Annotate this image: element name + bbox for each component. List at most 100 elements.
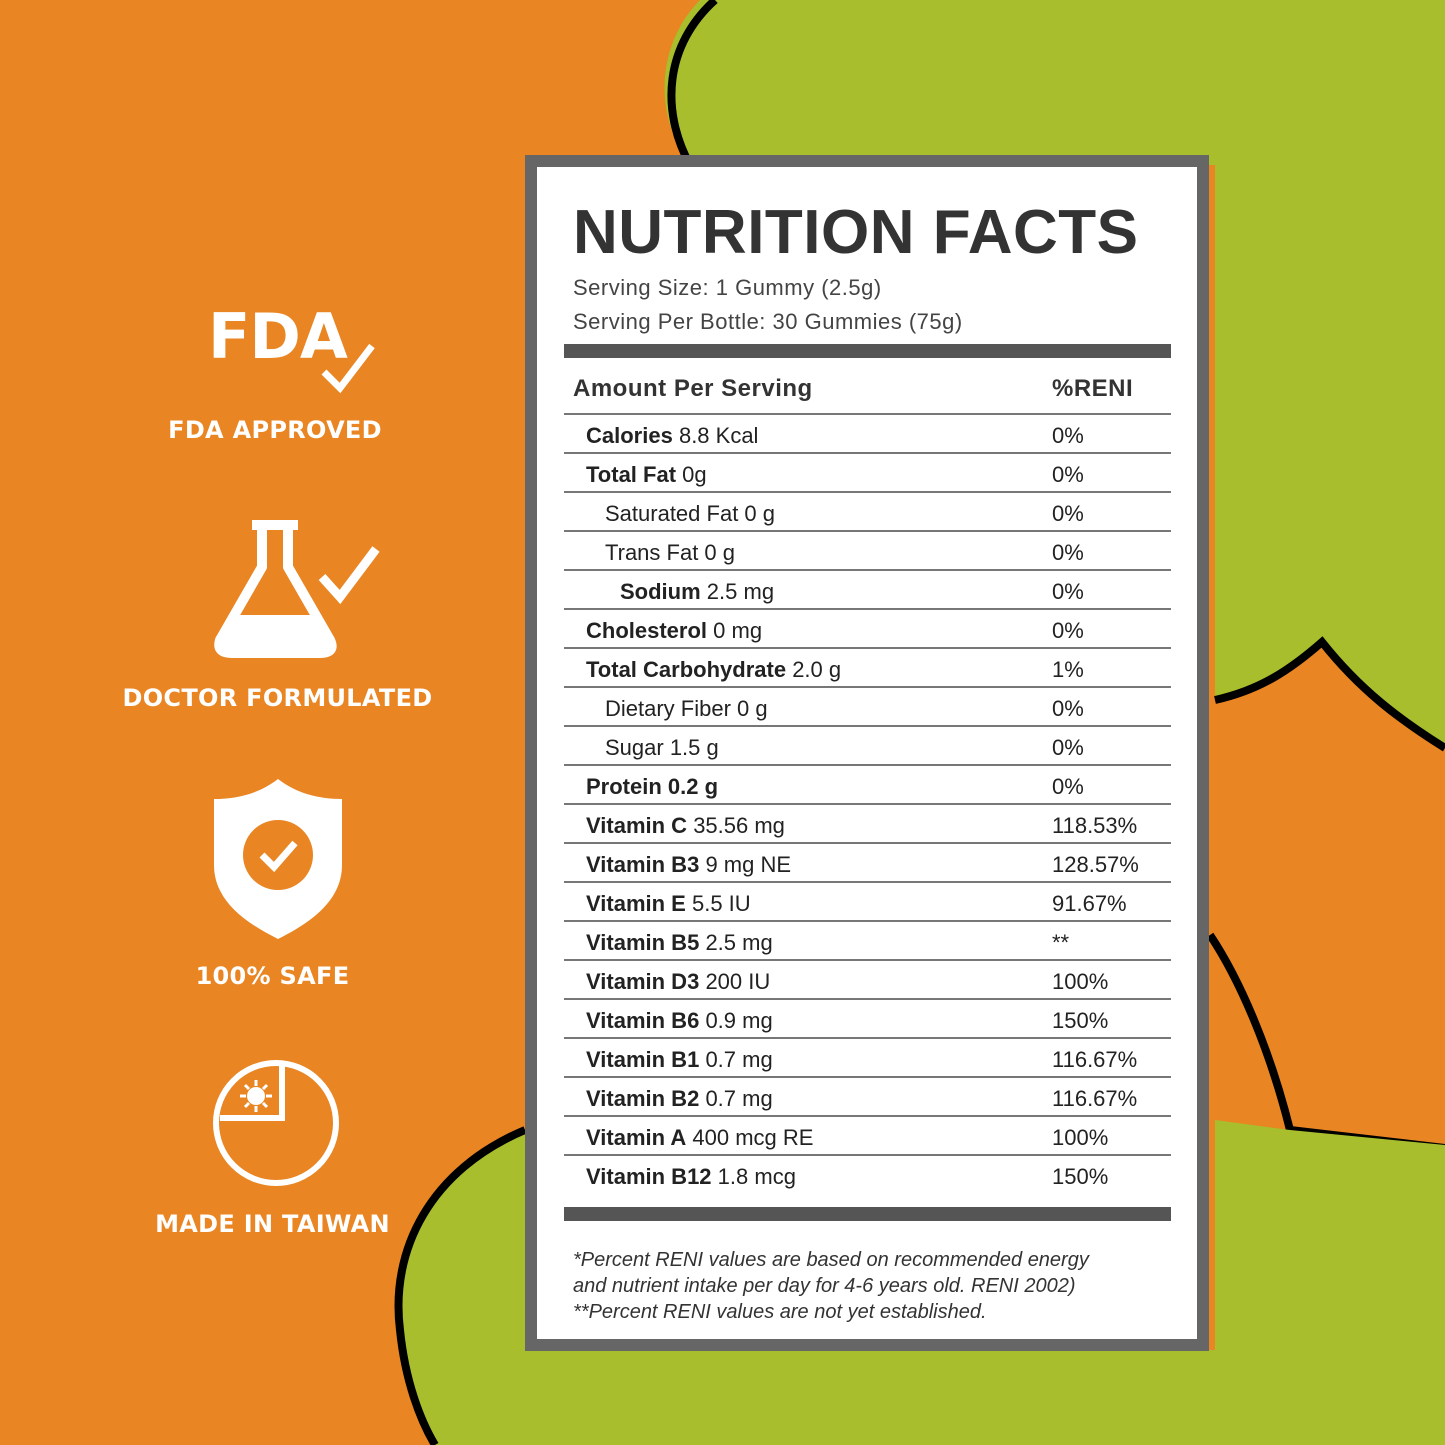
nutrition-row: Total Fat 0g 0% bbox=[564, 452, 1171, 491]
nutrient-percent: 91.67% bbox=[1052, 891, 1127, 916]
nutrient-percent: 1% bbox=[1052, 657, 1084, 682]
nutrient-name: Calories 8.8 Kcal bbox=[586, 423, 758, 449]
nutrient-percent: ** bbox=[1052, 930, 1070, 955]
nutrient-percent: 116.67% bbox=[1052, 1086, 1138, 1111]
nutrient-name: Vitamin E 5.5 IU bbox=[586, 891, 751, 917]
green-blob-top-outline bbox=[667, 0, 718, 167]
nutrition-row: Protein 0.2 g 0% bbox=[564, 764, 1171, 803]
nutrient-label: Vitamin B12 bbox=[586, 1164, 712, 1189]
badge-label-fda: FDA APPROVED bbox=[168, 416, 382, 444]
nutrient-amount: 2.5 mg bbox=[705, 930, 773, 955]
nutrient-amount: 9 mg NE bbox=[705, 852, 792, 877]
nutrition-row: Vitamin B5 2.5 mg ** bbox=[564, 920, 1171, 959]
taiwan-map-icon bbox=[213, 1060, 339, 1186]
nutrient-name: Saturated Fat 0 g bbox=[605, 501, 775, 527]
orange-right-blob-outline bbox=[1206, 636, 1445, 1152]
nutrition-row: Vitamin C 35.56 mg 118.53% bbox=[564, 803, 1171, 842]
nutrient-amount: 400 mcg RE bbox=[692, 1125, 814, 1150]
nutrient-percent: 0% bbox=[1052, 423, 1084, 448]
nutrient-name: Sodium 2.5 mg bbox=[620, 579, 774, 605]
nutrient-label: Vitamin B1 bbox=[586, 1047, 700, 1072]
badge-label-safe: 100% SAFE bbox=[195, 962, 350, 990]
shield-check-icon bbox=[214, 779, 342, 939]
nutrition-facts-inner: NUTRITION FACTS Serving Size: 1 Gummy (2… bbox=[537, 167, 1197, 1339]
nutrient-name: Vitamin B12 1.8 mcg bbox=[586, 1164, 796, 1190]
nutrient-amount: 200 IU bbox=[705, 969, 771, 994]
nutrient-percent: 0% bbox=[1052, 618, 1084, 643]
serving-size: Serving Size: 1 Gummy (2.5g) bbox=[573, 275, 882, 300]
nutrient-amount: 0.7 mg bbox=[705, 1086, 773, 1111]
nutrient-label: Vitamin B5 bbox=[586, 930, 700, 955]
nutrient-label: Vitamin B6 bbox=[586, 1008, 700, 1033]
nutrient-amount: 5.5 IU bbox=[691, 891, 751, 916]
top-divider-bar bbox=[564, 344, 1171, 358]
nutrient-percent: 0% bbox=[1052, 735, 1084, 760]
nutrient-percent: 0% bbox=[1052, 579, 1084, 604]
nutrient-percent: 0% bbox=[1052, 774, 1084, 799]
nutrient-name: Vitamin B6 0.9 mg bbox=[586, 1008, 773, 1034]
nutrient-label: Vitamin D3 bbox=[586, 969, 700, 994]
nutrient-label: Trans Fat 0 g bbox=[605, 540, 736, 565]
nutrient-label: Vitamin C bbox=[586, 813, 688, 838]
nutrition-row: Vitamin B12 1.8 mcg 150% bbox=[564, 1154, 1171, 1193]
nutrient-amount: 0g bbox=[682, 462, 707, 487]
nutrition-row: Saturated Fat 0 g 0% bbox=[564, 491, 1171, 530]
nutrition-row: Vitamin B1 0.7 mg 116.67% bbox=[564, 1037, 1171, 1076]
nutrition-row: Vitamin B6 0.9 mg 150% bbox=[564, 998, 1171, 1037]
nutrient-amount: 0 mg bbox=[713, 618, 763, 643]
nutrient-name: Protein 0.2 g bbox=[586, 774, 718, 800]
serving-per-bottle: Serving Per Bottle: 30 Gummies (75g) bbox=[573, 309, 963, 334]
nutrition-row: Vitamin A 400 mcg RE 100% bbox=[564, 1115, 1171, 1154]
nutrient-amount: 0.9 mg bbox=[705, 1008, 773, 1033]
nutrient-percent: 150% bbox=[1052, 1008, 1109, 1033]
footnote: *Percent RENI values are based on recomm… bbox=[573, 1247, 1089, 1325]
badge-label-taiwan: MADE IN TAIWAN bbox=[155, 1210, 390, 1238]
nutrition-row: Calories 8.8 Kcal 0% bbox=[564, 413, 1171, 452]
nutrient-percent: 0% bbox=[1052, 696, 1084, 721]
nutrient-percent: 0% bbox=[1052, 462, 1084, 487]
nutrition-title: NUTRITION FACTS bbox=[573, 198, 1139, 267]
nutrient-label: Protein 0.2 g bbox=[586, 774, 719, 799]
orange-right-blob bbox=[1215, 642, 1445, 1148]
fda-check-icon bbox=[321, 343, 375, 394]
nutrition-facts-panel: NUTRITION FACTS Serving Size: 1 Gummy (2… bbox=[525, 155, 1209, 1351]
nutrition-row: Vitamin E 5.5 IU 91.67% bbox=[564, 881, 1171, 920]
nutrient-amount: 0.7 mg bbox=[705, 1047, 773, 1072]
badge-label-doctor: DOCTOR FORMULATED bbox=[122, 684, 433, 712]
nutrient-percent: 100% bbox=[1052, 1125, 1109, 1150]
nutrient-name: Vitamin A 400 mcg RE bbox=[586, 1125, 813, 1151]
footnote-line-1: *Percent RENI values are based on recomm… bbox=[573, 1249, 1089, 1271]
bottom-divider-bar bbox=[564, 1207, 1171, 1221]
header-percent: %RENI bbox=[1052, 375, 1134, 402]
nutrient-name: Total Fat 0g bbox=[586, 462, 707, 488]
nutrient-percent: 0% bbox=[1052, 501, 1084, 526]
nutrient-name: Cholesterol 0 mg bbox=[586, 618, 762, 644]
header-amount: Amount Per Serving bbox=[573, 375, 813, 402]
nutrient-label: Calories bbox=[586, 423, 673, 448]
nutrient-percent: 116.67% bbox=[1052, 1047, 1138, 1072]
nutrient-label: Vitamin E bbox=[586, 891, 686, 916]
footnote-line-3: **Percent RENI values are not yet establ… bbox=[573, 1301, 987, 1323]
nutrient-name: Vitamin B3 9 mg NE bbox=[586, 852, 791, 878]
nutrient-amount: 8.8 Kcal bbox=[678, 423, 759, 448]
nutrient-name: Vitamin B5 2.5 mg bbox=[586, 930, 773, 956]
nutrient-label: Sodium bbox=[620, 579, 701, 604]
nutrition-row: Vitamin D3 200 IU 100% bbox=[564, 959, 1171, 998]
nutrient-name: Vitamin D3 200 IU bbox=[586, 969, 770, 995]
nutrition-row: Dietary Fiber 0 g 0% bbox=[564, 686, 1171, 725]
nutrient-label: Total Carbohydrate bbox=[586, 657, 787, 682]
nutrient-label: Saturated Fat 0 g bbox=[605, 501, 775, 526]
fda-logo-text: FDA bbox=[208, 300, 348, 373]
nutrient-label: Vitamin B2 bbox=[586, 1086, 700, 1111]
nutrient-amount: 35.56 mg bbox=[693, 813, 785, 838]
nutrition-row: Trans Fat 0 g 0% bbox=[564, 530, 1171, 569]
nutrient-name: Vitamin C 35.56 mg bbox=[586, 813, 785, 839]
flask-check-icon bbox=[214, 520, 380, 658]
nutrient-amount: 1.8 mcg bbox=[717, 1164, 796, 1189]
nutrient-amount: 2.5 mg bbox=[706, 579, 775, 604]
nutrient-name: Dietary Fiber 0 g bbox=[605, 696, 768, 722]
nutrition-row: Total Carbohydrate 2.0 g 1% bbox=[564, 647, 1171, 686]
nutrition-row: Vitamin B3 9 mg NE 128.57% bbox=[564, 842, 1171, 881]
nutrient-name: Sugar 1.5 g bbox=[605, 735, 719, 761]
